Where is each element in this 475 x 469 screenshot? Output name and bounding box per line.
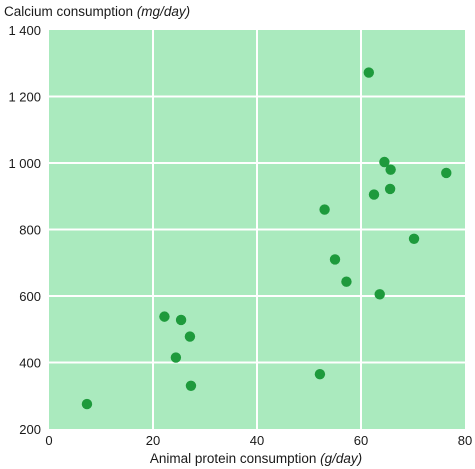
x-axis-title-unit: (g/day) (320, 451, 362, 466)
data-point (319, 204, 330, 215)
data-point (185, 380, 197, 391)
y-tick-label: 1 000 (8, 156, 41, 171)
data-point (385, 164, 396, 175)
data-point (81, 398, 93, 410)
data-point (175, 314, 187, 326)
y-tick-label: 200 (19, 422, 41, 437)
y-tick-label: 1 400 (8, 23, 41, 38)
data-point (368, 189, 380, 200)
y-axis-title-text: Calcium consumption (4, 4, 137, 19)
x-tick-label: 20 (146, 433, 160, 448)
data-point (170, 352, 182, 363)
x-tick-label: 0 (45, 433, 52, 448)
data-point (363, 67, 374, 78)
data-points (81, 67, 452, 410)
y-tick-label: 400 (19, 356, 41, 371)
y-tick-label: 800 (19, 223, 41, 238)
data-point (408, 233, 420, 245)
x-axis-tick-labels: 0 20 40 60 80 (45, 433, 472, 448)
data-point (384, 183, 396, 195)
data-point (184, 331, 196, 342)
gridlines (49, 30, 465, 429)
y-tick-label: 600 (19, 289, 41, 304)
data-point (374, 289, 385, 300)
data-point (341, 276, 352, 287)
x-axis-title-text: Animal protein consumption (150, 451, 320, 466)
data-point (314, 368, 326, 380)
y-tick-label: 1 200 (8, 90, 41, 105)
data-point (159, 311, 170, 322)
y-axis-title-unit: (mg/day) (137, 4, 190, 19)
x-tick-label: 40 (250, 433, 264, 448)
x-tick-label: 60 (354, 433, 368, 448)
data-point (329, 254, 341, 265)
data-point (441, 167, 452, 179)
x-tick-label: 80 (458, 433, 472, 448)
y-axis-title: Calcium consumption (mg/day) (4, 4, 190, 19)
data-point (379, 156, 390, 168)
x-axis-title: Animal protein consumption (g/day) (150, 451, 362, 466)
y-axis-tick-labels: 200 400 600 800 1 000 1 200 1 400 (8, 23, 41, 437)
